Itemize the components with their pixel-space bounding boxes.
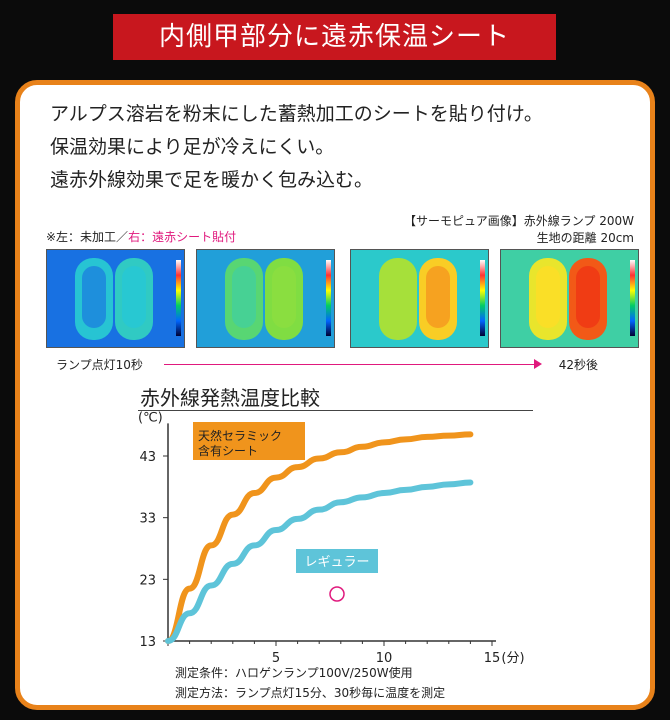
intro-line: 遠赤外線効果で足を暖かく包み込む。 [50,169,374,191]
thermo-foot-inner [426,266,450,328]
legend-label-regular: レギュラー [304,555,369,570]
caption-prefix: ※左：未加工／ [46,230,129,244]
thermo-foot-inner [272,266,296,328]
timeline-start-label: ランプ点灯10秒 [56,358,143,372]
marker-circle [329,586,345,602]
legend-box-ceramic [193,422,305,460]
intro-text: アルプス溶岩を粉末にした蓄熱加工のシートを貼り付け。 保温効果により足が冷えにく… [50,98,543,197]
x-tick-label: 5 [272,651,280,666]
intro-line: アルプス溶岩を粉末にした蓄熱加工のシートを貼り付け。 [50,103,543,125]
thermo-heatmap [197,250,334,347]
timeline-arrow-line [164,364,538,365]
legend-label-ceramic-1: 天然セラミック [198,428,282,443]
thermo-scale-bar [176,260,181,336]
y-tick-label: 33 [139,512,156,527]
thermo-heatmap [47,250,184,347]
thermo-image-1 [46,249,185,348]
x-tick-label: 10 [376,651,393,666]
y-tick-label: 43 [139,450,156,465]
thermo-scale-bar [630,260,635,336]
footnote-conditions: 測定条件：ハロゲンランプ100V/250W使用 [175,666,413,680]
legend-box-regular [296,549,378,573]
timeline-arrow-head [534,359,542,369]
thermo-foot-inner [536,266,560,328]
thermo-foot-inner [386,266,410,328]
chart-title: 赤外線発熱温度比較 [140,386,320,410]
x-axis-label: (分) [501,651,524,666]
thermo-caption-left: ※左：未加工／右：遠赤シート貼付 [46,228,236,245]
thermo-image-4 [500,249,639,348]
footnote-method: 測定方法：ランプ点灯15分、30秒毎に温度を測定 [175,686,446,700]
caption-highlight: 右：遠赤シート貼付 [128,230,237,244]
thermo-scale-bar [480,260,485,336]
thermo-heatmap [501,250,638,347]
thermo-foot-inner [576,266,600,328]
y-axis-label: (℃) [138,410,163,425]
thermo-scale-bar [326,260,331,336]
chart-title-rule [138,410,533,411]
y-tick-label: 23 [139,573,156,588]
legend-label-ceramic-2: 含有シート [198,443,258,458]
x-tick-label: 15 [484,651,501,666]
series-line-regular [165,479,474,644]
thermo-foot-inner [82,266,106,328]
thermo-heatmap [351,250,488,347]
caption-line: 【サーモピュア画像】赤外線ランプ 200W [404,214,634,228]
thermo-image-2 [196,249,335,348]
y-tick-label: 13 [139,635,156,650]
series-line-ceramic [165,431,474,644]
footnotes: 測定条件：ハロゲンランプ100V/250W使用 測定方法：ランプ点灯15分、30… [175,663,445,703]
caption-line: 生地の距離 20cm [536,231,634,245]
thermo-foot-inner [122,266,146,328]
thermo-foot-inner [232,266,256,328]
intro-line: 保温効果により足が冷えにくい。 [50,136,335,158]
page-banner-title: 内側甲部分に遠赤保温シート [113,14,556,60]
content-panel [15,80,655,710]
thermo-image-3 [350,249,489,348]
timeline-end-label: 42秒後 [558,358,598,372]
thermo-timeline: ランプ点灯10秒 42秒後 [46,356,598,372]
thermo-caption-right: 【サーモピュア画像】赤外線ランプ 200W 生地の距離 20cm [404,213,634,247]
